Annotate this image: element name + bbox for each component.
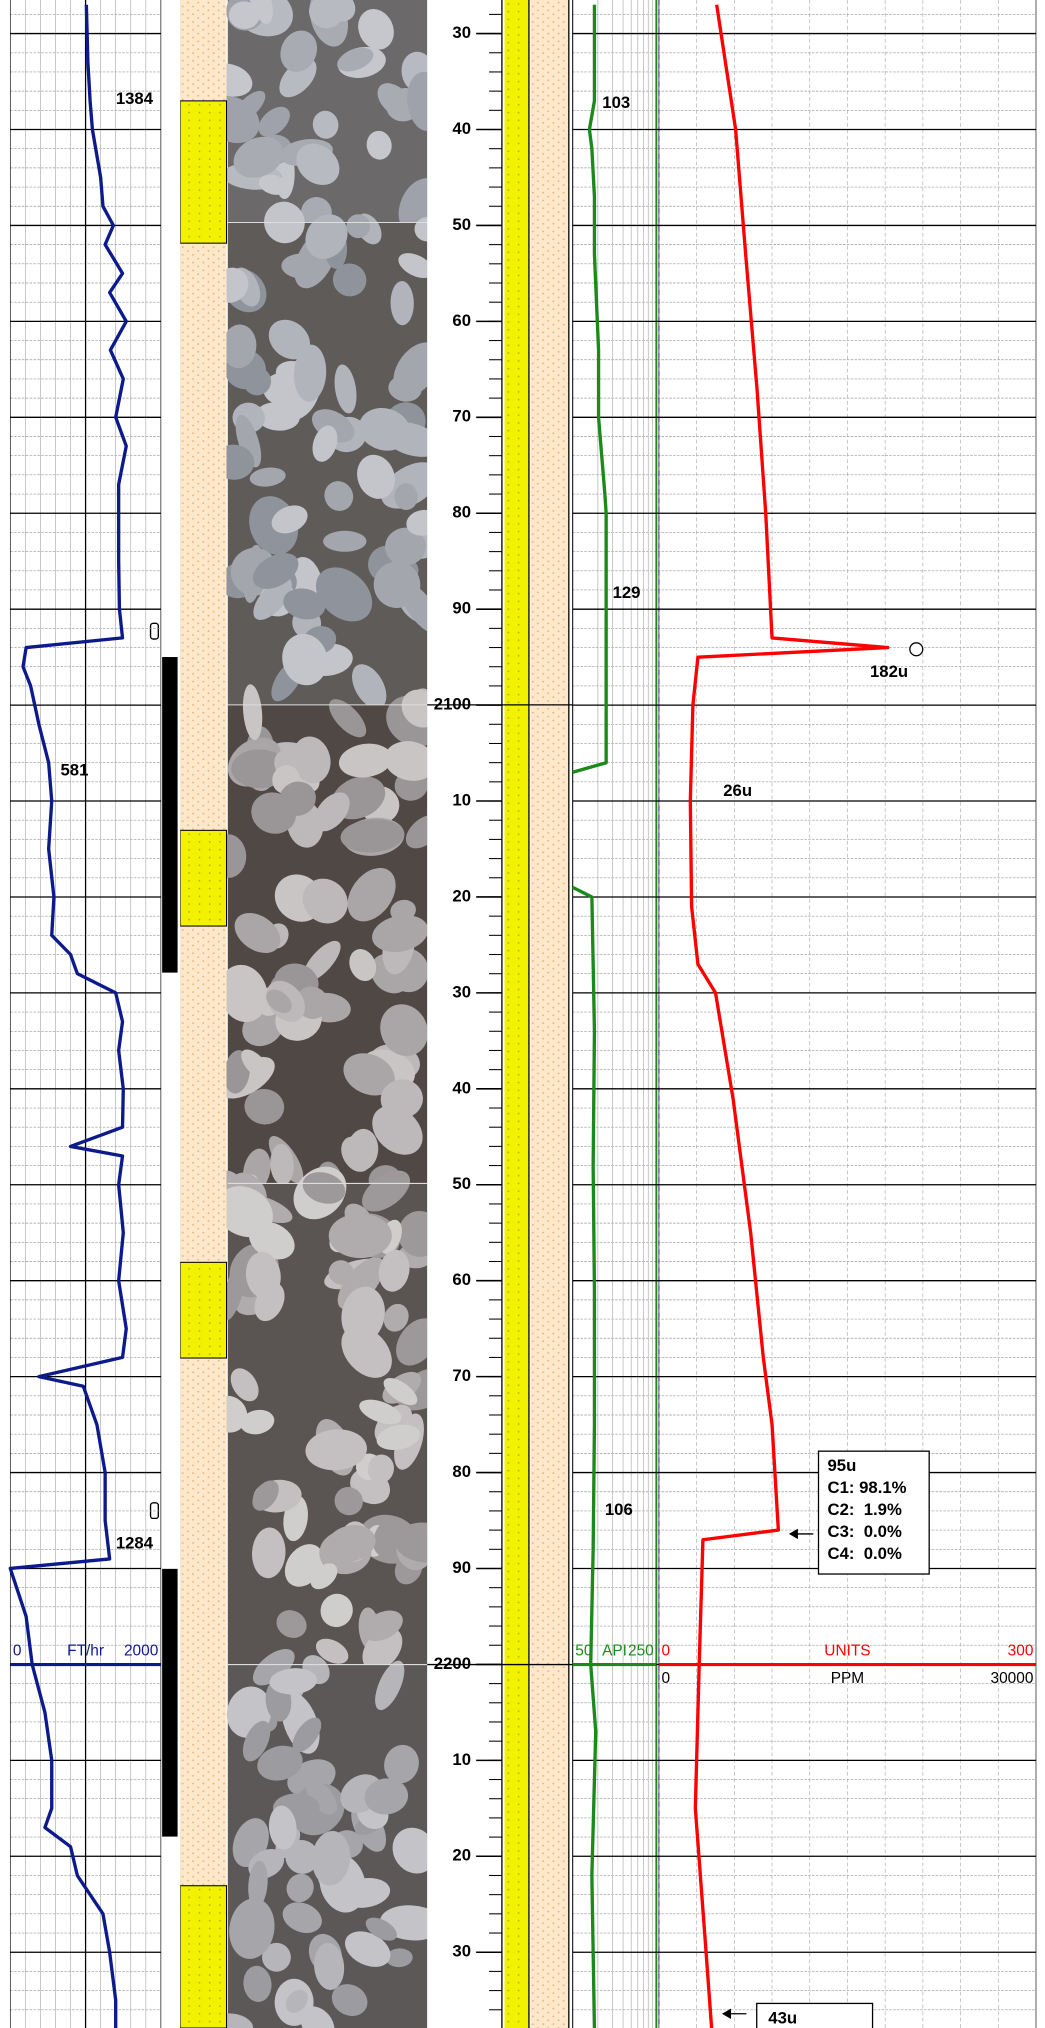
lithology-sandstone: [180, 1262, 226, 1358]
scale-min: 0: [661, 1643, 670, 1660]
scale-min: 50: [575, 1643, 592, 1660]
curve-annotation: 26u: [723, 781, 752, 800]
depth-label: 70: [452, 1366, 471, 1385]
photo-mask-right: [427, 0, 502, 2028]
depth-label: 20: [452, 1846, 471, 1865]
background-layer: [10, 0, 572, 2028]
litho-track-yellow: [504, 0, 528, 2028]
scale-max: 30000: [991, 1670, 1034, 1687]
depth-label: 30: [452, 982, 471, 1001]
curve-annotation: 43u: [768, 2008, 797, 2027]
curve-annotation: 106: [605, 1500, 633, 1519]
depth-label: 40: [452, 119, 471, 138]
depth-label: 20: [452, 886, 471, 905]
core-marker: [151, 623, 159, 639]
cutting-grain: [329, 1213, 392, 1258]
scale-max: 2000: [124, 1643, 158, 1660]
depth-label: 40: [452, 1078, 471, 1097]
depth-label: 80: [452, 503, 471, 522]
gas-show-line: 95u: [828, 1456, 857, 1475]
depth-label: 10: [452, 1750, 471, 1769]
scale-min: 0: [661, 1670, 670, 1687]
lithology-sandstone: [180, 830, 226, 926]
scale-max: 300: [1008, 1643, 1034, 1660]
gas-show-line: C2: 1.9%: [828, 1500, 902, 1519]
gas-symbol: [910, 643, 923, 656]
page-body: {"chart_data": [ {"type": "line", "name"…: [0, 0, 1045, 2028]
arrow-head: [722, 2009, 731, 2019]
curve-annotation: 129: [613, 583, 641, 602]
curve-annotation: 1284: [116, 1534, 154, 1553]
litho-track-cream: [530, 0, 569, 2028]
scale-unit: PPM: [831, 1670, 864, 1687]
depth-label: 30: [452, 23, 471, 42]
curve-annotation: 182u: [870, 662, 908, 681]
page: Mud log html, body { margin: 0; padding:…: [0, 0, 1045, 2028]
log-curve: [690, 5, 887, 2028]
interval-bar: [162, 657, 177, 973]
curve-annotation: 581: [60, 760, 88, 779]
depth-label: 2100: [434, 695, 471, 714]
lithology-column-cover: [180, 0, 226, 2028]
curve-annotation: 1384: [116, 89, 154, 108]
interval-bar: [162, 1569, 177, 1837]
scale-unit: API: [602, 1643, 627, 1660]
depth-label: 80: [452, 1462, 471, 1481]
depth-label: 60: [452, 1270, 471, 1289]
scale-max: 250: [628, 1643, 654, 1660]
gas-show-line: C4: 0.0%: [828, 1544, 902, 1563]
scale-unit: FT/hr: [67, 1643, 104, 1660]
depth-label: 70: [452, 407, 471, 426]
gas-show-line: C3: 0.0%: [828, 1522, 902, 1541]
mud-log: 30 40 50 60 70 80 90 2100 10 20 30 40 50 60 70 80 90 2200…: [0, 0, 1045, 2028]
log-curve: [573, 5, 606, 2028]
lithology-sandstone: [180, 101, 226, 243]
depth-label: 50: [452, 215, 471, 234]
depth-label: 90: [452, 1558, 471, 1577]
curve-annotation: 103: [602, 93, 630, 112]
cutting-grain: [323, 531, 366, 552]
scale-min: 0: [13, 1643, 22, 1660]
depth-label: 90: [452, 599, 471, 618]
lithology-sandstone: [180, 1886, 226, 2028]
depth-label: 2200: [434, 1654, 471, 1673]
depth-label: 10: [452, 790, 471, 809]
scale-unit: UNITS: [824, 1643, 870, 1660]
gas-show-line: C1: 98.1%: [828, 1478, 907, 1497]
depth-label: 60: [452, 311, 471, 330]
depth-label: 30: [452, 1942, 471, 1961]
depth-label: 50: [452, 1174, 471, 1193]
